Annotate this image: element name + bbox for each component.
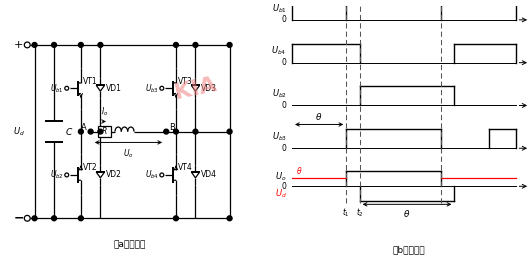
Circle shape: [78, 216, 83, 221]
Circle shape: [193, 129, 198, 134]
Text: 0: 0: [282, 101, 287, 110]
Text: $U_{b2}$: $U_{b2}$: [272, 88, 287, 100]
Text: $U_{b3}$: $U_{b3}$: [271, 130, 287, 143]
Text: $U_o$: $U_o$: [275, 171, 287, 183]
Circle shape: [78, 43, 83, 47]
Text: $\theta$: $\theta$: [315, 111, 323, 122]
Text: （b）波形图: （b）波形图: [392, 246, 425, 255]
Text: $C$: $C$: [65, 126, 73, 137]
Text: $U_d$: $U_d$: [275, 188, 287, 200]
Text: $I_o$: $I_o$: [101, 106, 108, 118]
Circle shape: [32, 216, 37, 221]
Text: $\theta$: $\theta$: [403, 208, 411, 219]
Circle shape: [98, 129, 103, 134]
Text: VD4: VD4: [201, 171, 217, 179]
Text: VD2: VD2: [106, 171, 121, 179]
Circle shape: [227, 43, 232, 47]
Text: VT1: VT1: [83, 76, 98, 85]
Text: 0: 0: [282, 144, 287, 153]
Text: $t_2$: $t_2$: [356, 206, 364, 219]
Text: R: R: [102, 127, 107, 136]
Text: $U_{b3}$: $U_{b3}$: [145, 82, 159, 95]
Text: $U_{b4}$: $U_{b4}$: [271, 45, 287, 57]
Text: $U_{b1}$: $U_{b1}$: [50, 82, 64, 95]
Text: $U_{b4}$: $U_{b4}$: [145, 169, 159, 181]
Text: VD1: VD1: [106, 84, 121, 93]
Circle shape: [173, 43, 179, 47]
Circle shape: [88, 129, 93, 134]
Text: $U_{b2}$: $U_{b2}$: [50, 169, 64, 181]
Polygon shape: [96, 172, 104, 178]
Text: $\theta$: $\theta$: [296, 165, 303, 176]
Text: $t_1$: $t_1$: [342, 206, 350, 219]
Circle shape: [227, 216, 232, 221]
Polygon shape: [96, 85, 104, 91]
Polygon shape: [191, 172, 200, 178]
Circle shape: [78, 129, 83, 134]
Text: +: +: [14, 40, 23, 50]
Text: −: −: [13, 212, 24, 225]
Circle shape: [164, 129, 169, 134]
Text: B: B: [169, 123, 175, 132]
Circle shape: [98, 43, 103, 47]
Text: VT2: VT2: [83, 163, 98, 172]
Circle shape: [51, 216, 57, 221]
Text: A: A: [81, 123, 86, 132]
Polygon shape: [191, 85, 200, 91]
Text: VT4: VT4: [178, 163, 193, 172]
Text: $U_{b1}$: $U_{b1}$: [272, 2, 287, 15]
Circle shape: [173, 129, 179, 134]
Text: VT3: VT3: [178, 76, 193, 85]
Circle shape: [227, 129, 232, 134]
Circle shape: [193, 43, 198, 47]
Circle shape: [32, 43, 37, 47]
Text: 0: 0: [282, 182, 287, 191]
Text: 0: 0: [282, 15, 287, 24]
Circle shape: [51, 43, 57, 47]
Text: KIA: KIA: [173, 74, 218, 102]
Text: $U_d$: $U_d$: [13, 125, 25, 138]
FancyBboxPatch shape: [98, 126, 111, 137]
Text: VD3: VD3: [201, 84, 217, 93]
Circle shape: [173, 216, 179, 221]
Text: （a）电路图: （a）电路图: [113, 240, 146, 249]
Text: 0: 0: [282, 58, 287, 67]
Text: $U_o$: $U_o$: [123, 147, 134, 160]
